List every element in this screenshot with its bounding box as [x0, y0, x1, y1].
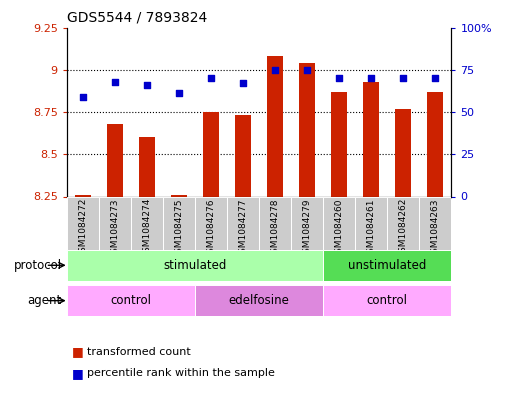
- Bar: [67, 285, 195, 316]
- Bar: [396, 108, 411, 196]
- Bar: [427, 92, 443, 196]
- Text: GSM1084278: GSM1084278: [270, 198, 280, 259]
- Point: [431, 75, 440, 81]
- Bar: [131, 196, 163, 250]
- Bar: [171, 195, 187, 196]
- Text: GSM1084275: GSM1084275: [174, 198, 184, 259]
- Text: edelfosine: edelfosine: [229, 294, 289, 307]
- Bar: [323, 196, 355, 250]
- Text: GSM1084262: GSM1084262: [399, 198, 408, 259]
- Bar: [107, 124, 123, 196]
- Bar: [387, 196, 420, 250]
- Text: GSM1084277: GSM1084277: [239, 198, 248, 259]
- Text: ■: ■: [72, 345, 84, 358]
- Point: [367, 75, 376, 81]
- Bar: [67, 250, 323, 281]
- Text: GDS5544 / 7893824: GDS5544 / 7893824: [67, 11, 207, 25]
- Text: control: control: [367, 294, 408, 307]
- Bar: [420, 196, 451, 250]
- Text: protocol: protocol: [13, 259, 62, 272]
- Point: [143, 82, 151, 88]
- Text: GSM1084261: GSM1084261: [367, 198, 376, 259]
- Text: GSM1084260: GSM1084260: [334, 198, 344, 259]
- Bar: [195, 196, 227, 250]
- Bar: [323, 250, 451, 281]
- Text: GSM1084272: GSM1084272: [78, 198, 87, 259]
- Bar: [163, 196, 195, 250]
- Text: transformed count: transformed count: [87, 347, 191, 357]
- Bar: [299, 63, 315, 196]
- Point: [335, 75, 343, 81]
- Bar: [259, 196, 291, 250]
- Bar: [203, 112, 219, 196]
- Bar: [291, 196, 323, 250]
- Text: ■: ■: [72, 367, 84, 380]
- Point: [111, 79, 119, 85]
- Bar: [139, 138, 155, 196]
- Text: GSM1084276: GSM1084276: [206, 198, 215, 259]
- Bar: [98, 196, 131, 250]
- Bar: [323, 285, 451, 316]
- Text: agent: agent: [27, 294, 62, 307]
- Bar: [195, 285, 323, 316]
- Point: [239, 80, 247, 86]
- Text: control: control: [110, 294, 151, 307]
- Text: GSM1084274: GSM1084274: [142, 198, 151, 259]
- Point: [303, 66, 311, 73]
- Bar: [331, 92, 347, 196]
- Point: [207, 75, 215, 81]
- Bar: [267, 56, 283, 196]
- Bar: [75, 195, 91, 196]
- Point: [78, 94, 87, 100]
- Bar: [67, 196, 98, 250]
- Text: GSM1084273: GSM1084273: [110, 198, 120, 259]
- Text: GSM1084279: GSM1084279: [303, 198, 312, 259]
- Bar: [355, 196, 387, 250]
- Bar: [235, 116, 251, 196]
- Point: [399, 75, 407, 81]
- Point: [271, 66, 279, 73]
- Bar: [363, 82, 379, 196]
- Text: percentile rank within the sample: percentile rank within the sample: [87, 368, 275, 378]
- Bar: [227, 196, 259, 250]
- Text: GSM1084263: GSM1084263: [431, 198, 440, 259]
- Point: [175, 90, 183, 97]
- Text: stimulated: stimulated: [163, 259, 227, 272]
- Text: unstimulated: unstimulated: [348, 259, 426, 272]
